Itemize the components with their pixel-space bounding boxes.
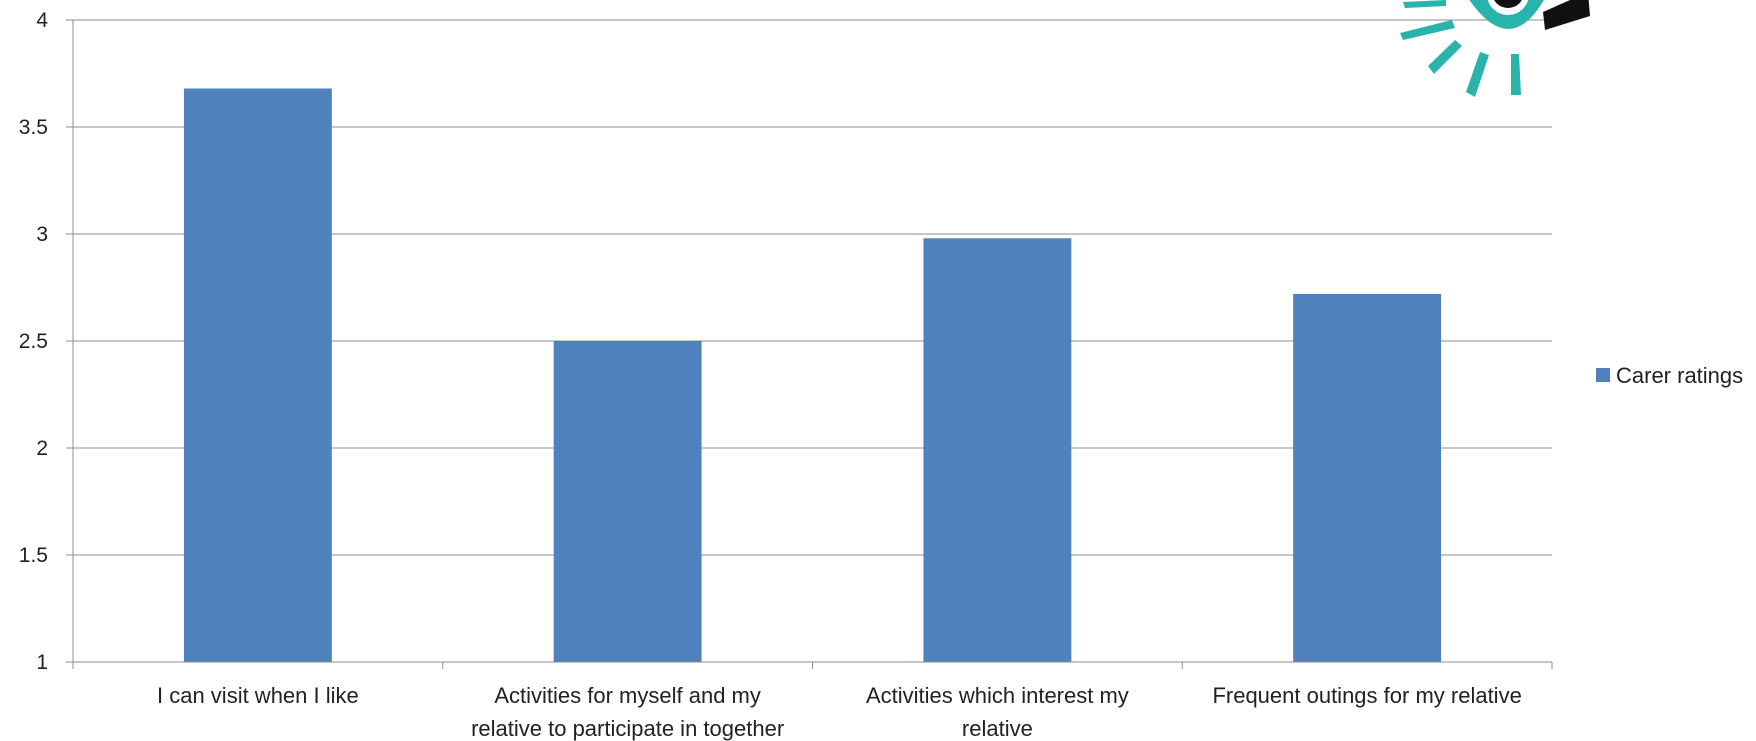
bar bbox=[923, 238, 1072, 662]
legend-label: Carer ratings bbox=[1616, 363, 1743, 388]
legend-swatch bbox=[1596, 368, 1610, 382]
y-tick-label: 1.5 bbox=[19, 544, 48, 567]
y-tick-label: 2.5 bbox=[19, 330, 48, 353]
bar bbox=[1293, 293, 1442, 662]
bars bbox=[183, 88, 1442, 663]
y-axis-ticks: 1 1.5 2 2.5 3 3.5 4 bbox=[19, 9, 73, 674]
bar bbox=[183, 88, 332, 663]
x-category-label: Activities which interest my bbox=[866, 683, 1129, 708]
x-category-label: Activities for myself and my bbox=[494, 683, 761, 708]
x-category-label: relative to participate in together bbox=[471, 716, 784, 741]
x-category-label: I can visit when I like bbox=[157, 683, 359, 708]
y-tick-label: 1 bbox=[36, 651, 48, 674]
eye-sun-logo-icon bbox=[1400, 0, 1590, 97]
y-tick-label: 3.5 bbox=[19, 116, 48, 139]
y-tick-label: 4 bbox=[36, 9, 48, 32]
x-axis-labels: I can visit when I like Activities for my… bbox=[157, 683, 1522, 741]
x-category-label: Frequent outings for my relative bbox=[1212, 683, 1521, 708]
bar bbox=[553, 341, 702, 662]
x-category-label: relative bbox=[962, 716, 1033, 741]
y-tick-label: 2 bbox=[36, 437, 48, 460]
legend: Carer ratings bbox=[1596, 363, 1743, 388]
y-tick-label: 3 bbox=[36, 223, 48, 246]
